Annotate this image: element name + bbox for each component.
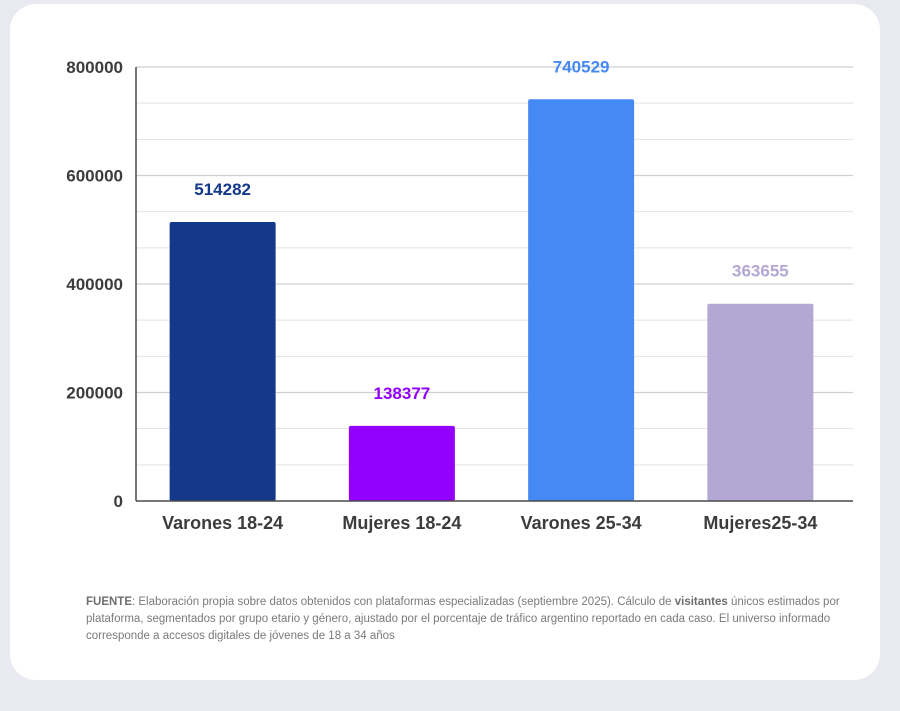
x-tick-label: Mujeres 18-24 [342,513,461,533]
source-bold-word: visitantes [674,596,728,608]
y-tick-label: 400000 [66,275,123,294]
x-axis-labels: Varones 18-24 Mujeres 18-24 Varones 25-34 M… [162,513,817,533]
x-tick-label: Varones 25-34 [521,513,642,533]
source-text: : Elaboración propia sobre datos obtenid… [132,596,675,608]
source-note: FUENTE: Elaboración propia sobre datos o… [86,594,866,645]
x-tick-label: Varones 18-24 [162,513,283,533]
data-label: 363655 [732,262,789,281]
y-tick-label: 0 [114,492,123,511]
source-label: FUENTE [86,596,132,608]
y-axis-ticks: 0 200000 400000 600000 800000 [66,58,123,511]
bars [169,99,814,502]
y-tick-label: 600000 [66,167,123,186]
bar [528,99,635,502]
data-label: 740529 [553,57,610,76]
data-label: 138377 [374,384,431,403]
data-labels: 514282 138377 740529 363655 [194,57,788,403]
data-label: 514282 [194,180,251,199]
bar [348,425,455,501]
x-tick-label: Mujeres25-34 [703,513,817,533]
source-rest: únicos estimados por plataforma, segment… [86,596,840,642]
y-tick-label: 800000 [66,58,123,77]
bar [707,303,814,501]
y-tick-label: 200000 [66,384,123,403]
bar [169,222,276,501]
